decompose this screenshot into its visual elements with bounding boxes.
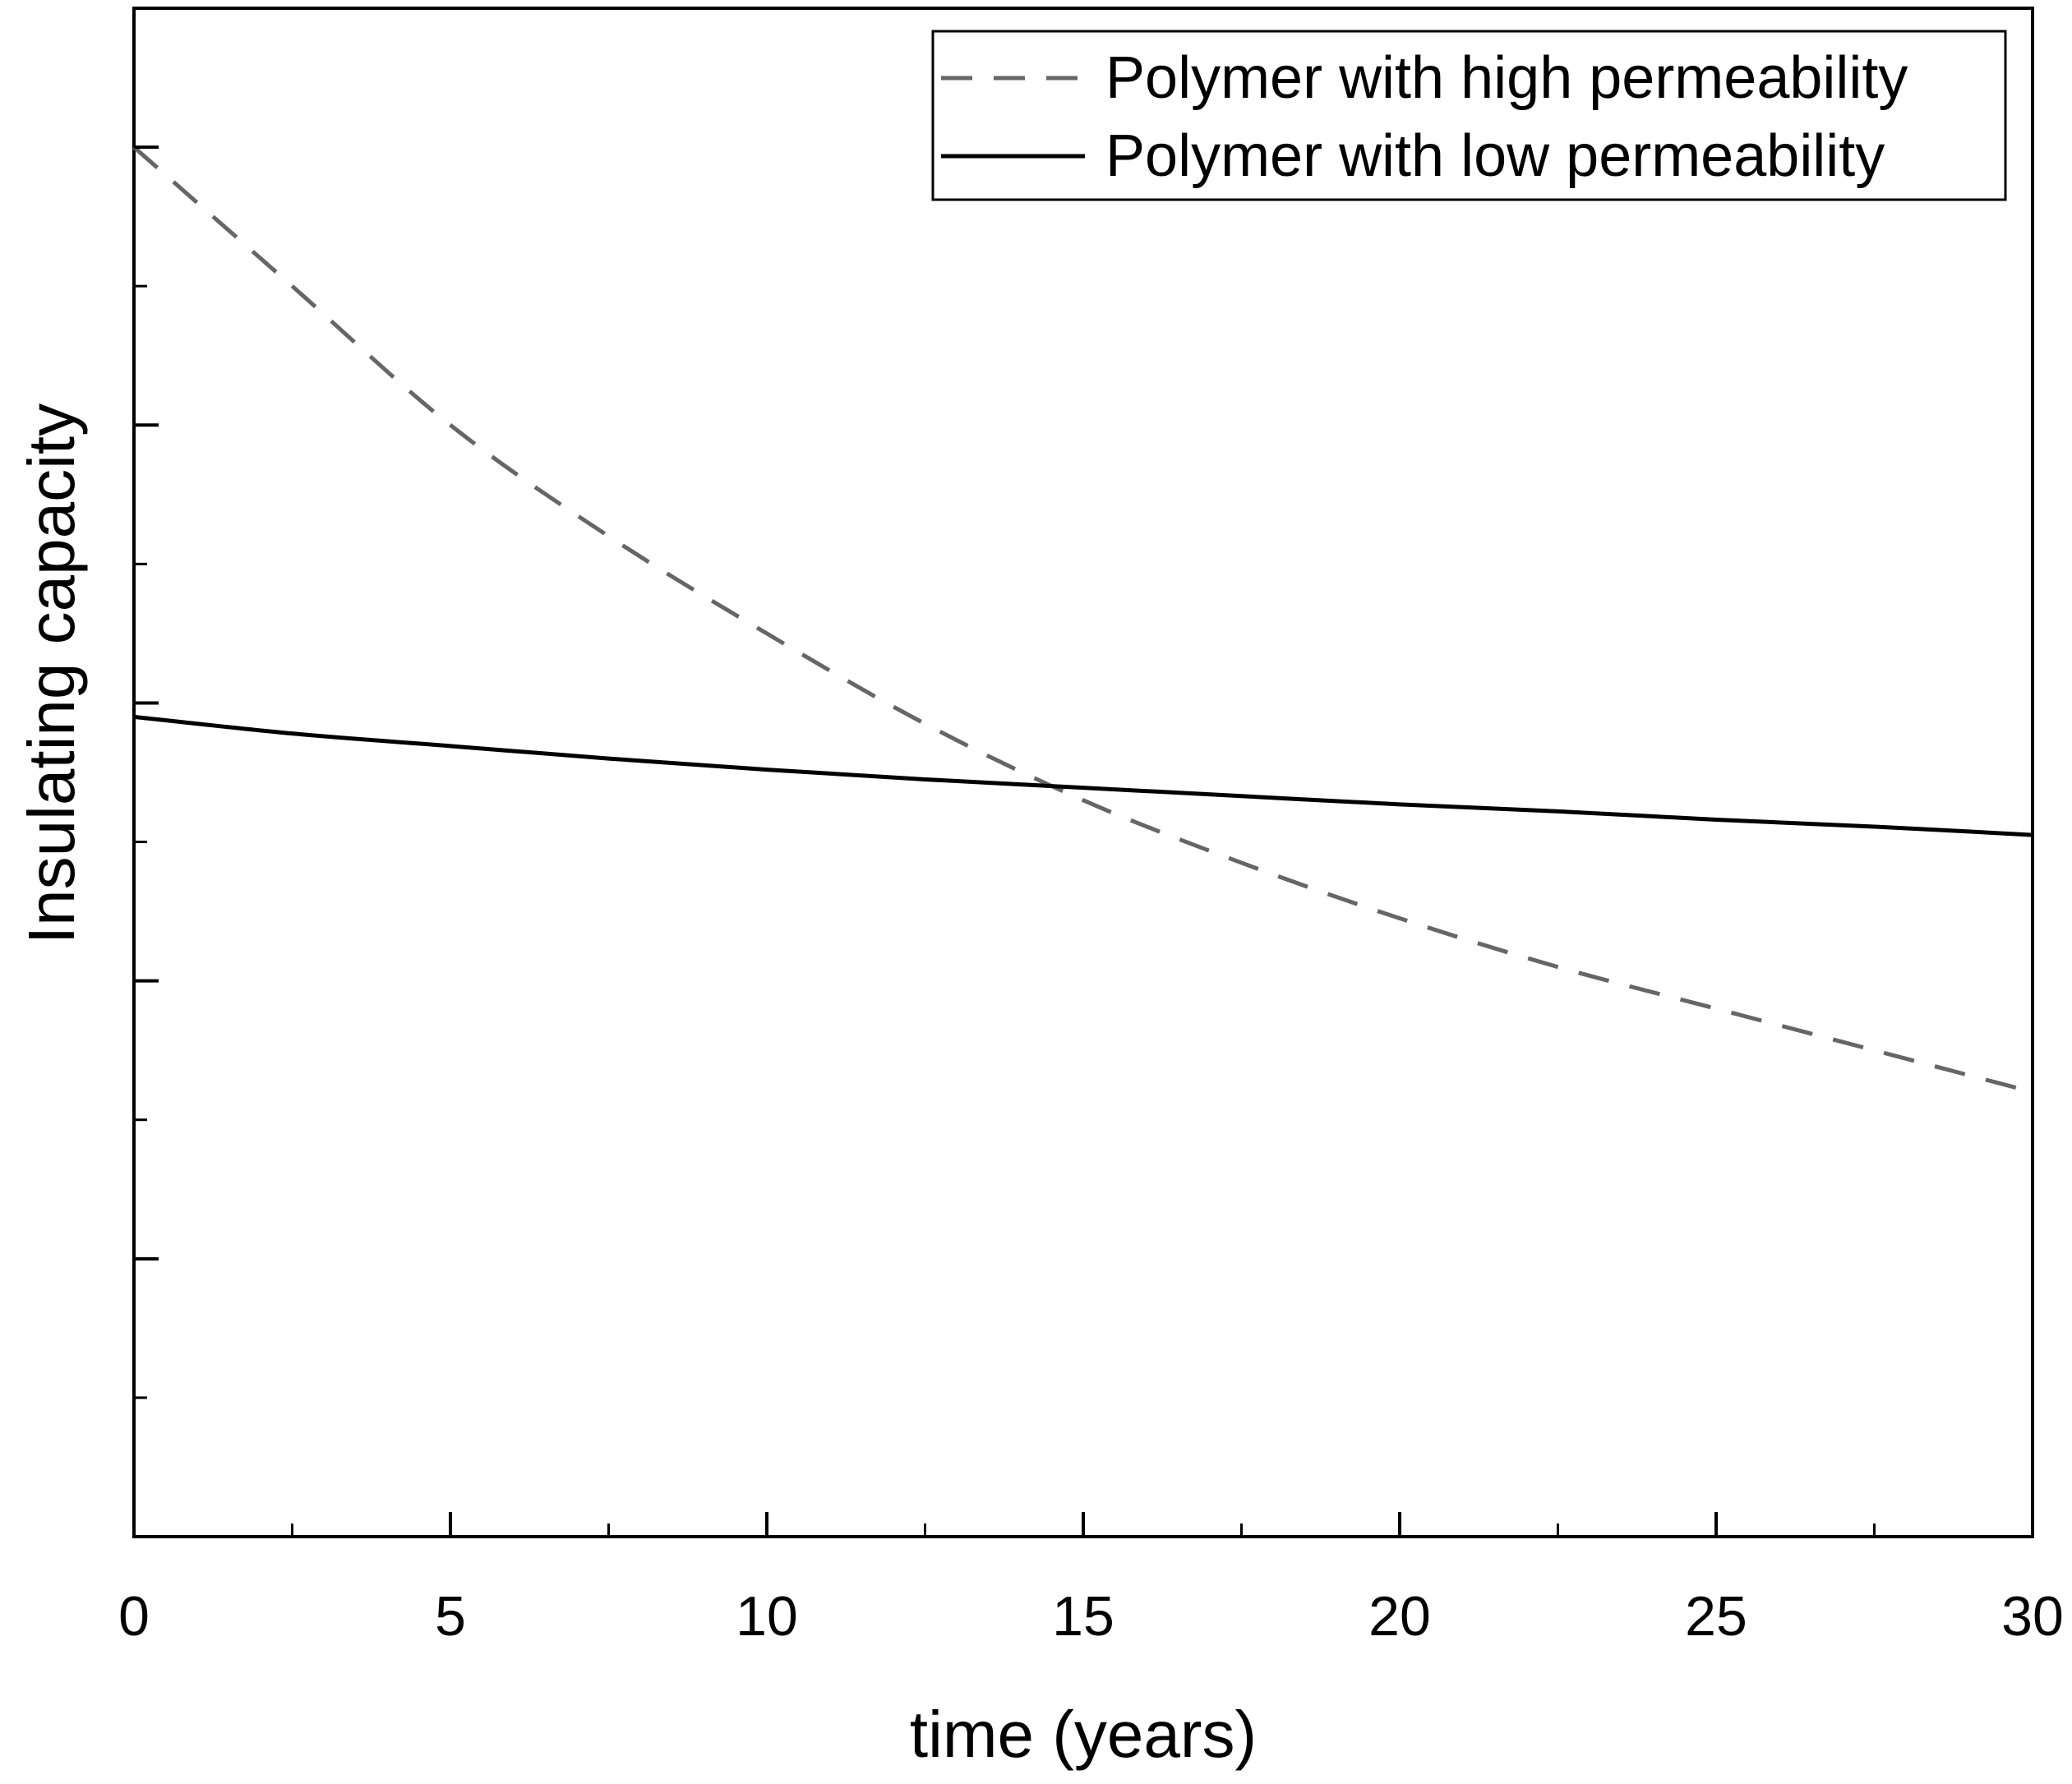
x-tick-label: 25: [1685, 1585, 1747, 1648]
x-tick-label: 10: [736, 1585, 798, 1648]
plot-area: [132, 7, 2034, 1538]
y-axis-ticks: [134, 145, 159, 1538]
x-tick-label: 20: [1368, 1585, 1431, 1648]
series-line-high-permeability: [132, 145, 2033, 1095]
x-tick-label: 0: [118, 1585, 150, 1648]
legend-entry-label: Polymer with low permeability: [1105, 123, 1885, 189]
series-line-low-permeability: [133, 714, 2033, 837]
x-tick-label: 15: [1052, 1585, 1114, 1648]
legend: Polymer with high permeability Polymer wi…: [931, 30, 2007, 201]
x-axis-label: time (years): [910, 1698, 1257, 1771]
plot-frame: [132, 7, 2034, 1538]
x-tick-label: 30: [2001, 1585, 2064, 1648]
y-axis-label: Insulating capacity: [15, 403, 88, 944]
legend-entry-label: Polymer with high permeability: [1105, 45, 1908, 111]
x-tick-label: 5: [435, 1585, 466, 1648]
series-layer: [132, 145, 2033, 1095]
x-axis-ticks: 0 5 10 15 20 25 30: [118, 1512, 2064, 1648]
legend-box: [931, 30, 2007, 201]
